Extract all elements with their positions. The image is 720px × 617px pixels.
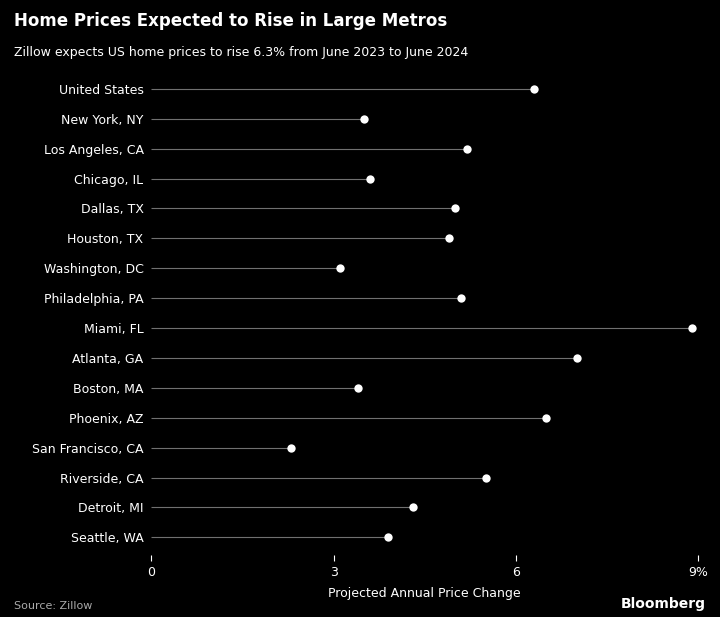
Text: Bloomberg: Bloomberg	[621, 597, 706, 611]
Text: Zillow expects US home prices to rise 6.3% from June 2023 to June 2024: Zillow expects US home prices to rise 6.…	[14, 46, 469, 59]
X-axis label: Projected Annual Price Change: Projected Annual Price Change	[328, 587, 521, 600]
Text: Source: Zillow: Source: Zillow	[14, 601, 93, 611]
Text: Home Prices Expected to Rise in Large Metros: Home Prices Expected to Rise in Large Me…	[14, 12, 448, 30]
